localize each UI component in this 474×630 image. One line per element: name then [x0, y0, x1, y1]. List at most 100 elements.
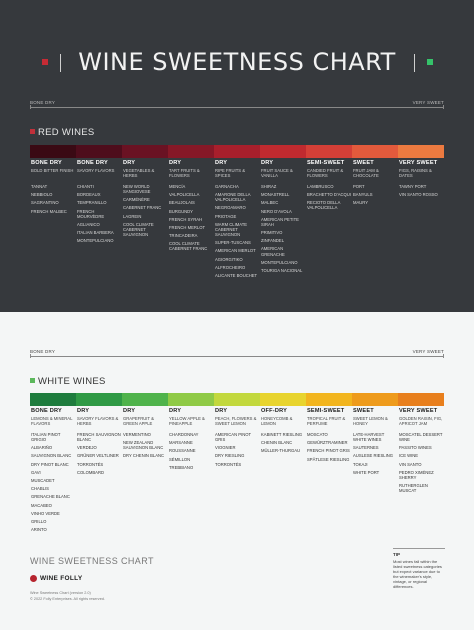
wine-list: CHIANTI BORDEAUX TEMPRANILLO FRENCH MOURVÈD…: [77, 184, 122, 243]
white-section-title: WHITE WINES: [30, 376, 106, 387]
wine-item: FRENCH MERLOT: [169, 224, 206, 230]
wine-item: CABERNET FRANC: [123, 205, 162, 211]
column-description: FRUIT JAM & CHOCOLATE: [353, 168, 379, 178]
column-description: YELLOW APPLE & PINEAPPLE: [169, 416, 205, 426]
sweetness-column: DRY RIPE FRUITS & SPICES GARNACHA AMARONE D…: [214, 160, 260, 281]
sweetness-column: DRY FRUIT SAUCE & VANILLA SHIRAZ MONASTRELL…: [260, 160, 306, 281]
tip-title: TIP: [393, 552, 401, 557]
column-description: PEACH, FLOWERS & SWEET LEMON: [215, 416, 257, 426]
wine-list: SHIRAZ MONASTRELL MALBEC NERO D'AVOLA AMERIC…: [261, 184, 306, 273]
wine-item: ROUSSANNE: [169, 448, 196, 454]
column-description: SAVORY FLAVORS & HERBS: [77, 416, 119, 426]
header-left-divider: [60, 54, 61, 72]
bar-segment: [260, 145, 306, 158]
sweetness-column: DRY VEGETABLES & HERBS NEW WORLD SANGIOVES…: [122, 160, 168, 281]
bar-segment: [122, 393, 168, 406]
wine-list: ITALIAN PINOT GRIGIO ALBARIÑO SAUVIGNON BL…: [31, 432, 76, 532]
wine-item: GARNACHA: [215, 184, 239, 189]
wine-item: TEMPRANILLO: [77, 200, 107, 206]
wine-item: COOL CLIMATE CABERNET FRANC: [169, 241, 208, 252]
wine-list: MOSCATO GEWÜRZTRAMINER FRENCH PINOT GRIS SP…: [307, 432, 352, 462]
sweetness-column: DRY GRAPEFRUIT & GREEN APPLE VERMENTINO NEW…: [122, 408, 168, 535]
wine-item: BANYULS: [353, 192, 373, 198]
scale-tick-left: [30, 105, 31, 109]
bar-segment: [122, 145, 168, 158]
column-description: SWEET LEMON & HONEY: [353, 416, 388, 426]
wine-item: AMERICAN PETITE SIRAH: [261, 216, 299, 227]
bar-segment: [76, 393, 122, 406]
red-section: WINE SWEETNESS CHART BONE DRY VERY SWEET…: [0, 0, 474, 312]
page-title: WINE SWEETNESS CHART: [78, 48, 396, 76]
wine-item: PRIMITIVO: [261, 230, 283, 236]
header-left-square-icon: [42, 59, 48, 65]
red-sweetness-scale: BONE DRY VERY SWEET: [30, 100, 444, 110]
wine-item: CHENIN BLANC: [261, 440, 293, 446]
column-name: SEMI-SWEET: [307, 408, 345, 414]
column-name: DRY: [261, 160, 274, 166]
wine-list: GARNACHA AMARONE DELLA VALPOLICELLA NEGROA…: [215, 184, 260, 278]
wine-item: CHABLIS: [31, 486, 49, 492]
wine-item: MÜLLER-THURGAU: [261, 448, 301, 454]
wine-item: MACABEO: [31, 502, 52, 508]
column-description: GRAPEFRUIT & GREEN APPLE: [123, 416, 154, 426]
wine-list: LATE-HARVEST WHITE WINES SAUTERNES AUSLESE…: [353, 432, 398, 475]
wine-item: RUTHERGLEN MUSCAT: [399, 483, 428, 494]
column-name: SWEET: [353, 408, 374, 414]
wine-item: CHARDONNAY: [169, 432, 199, 437]
sweetness-column: OFF-DRY HONEYCOMB & LEMON KABINETT RIESLIN…: [260, 408, 306, 535]
bar-segment: [306, 393, 352, 406]
sweetness-column: VERY SWEET GOLDEN RAISIN, FIG, APRICOT JA…: [398, 408, 444, 535]
wine-item: COOL CLIMATE CABERNET SAUVIGNON: [123, 221, 154, 238]
bar-segment: [30, 145, 76, 158]
white-sweetness-bar: [30, 393, 444, 406]
wine-item: NEW WORLD SANGIOVESE: [123, 184, 151, 195]
white-sweetness-scale: BONE DRY VERY SWEET: [30, 349, 444, 359]
wine-item: NEBBIOLO: [31, 192, 53, 198]
sweetness-column: VERY SWEET FIGS, RAISINS & DATES TAWNY POR…: [398, 160, 444, 281]
wine-item: BURGUNDY: [169, 208, 193, 214]
column-description: SAVORY FLAVORS: [77, 168, 115, 173]
column-description: FRUIT SAUCE & VANILLA: [261, 168, 293, 178]
wine-item: SÉMILLON: [169, 456, 191, 462]
wine-item: MARSANNE: [169, 440, 193, 446]
wine-item: SAUVIGNON BLANC: [31, 453, 72, 459]
wine-list: CHARDONNAY MARSANNE ROUSSANNE SÉMILLON TREBB…: [169, 432, 214, 470]
wine-list: MOSCATEL DESSERT WINE PASSITO WINES ICE WI…: [399, 432, 444, 493]
wine-item: AMERICAN GRENACHE: [261, 246, 285, 257]
wine-list: AMERICAN PINOT GRIS VIOGNIER DRY RIESLING T…: [215, 432, 260, 467]
wine-item: MONTEPULCIANO: [77, 238, 114, 244]
column-description: TROPICAL FRUIT & PERFUME: [307, 416, 346, 426]
wine-item: ALFROCHEIRO: [215, 264, 246, 270]
column-description: FIGS, RAISINS & DATES: [399, 168, 432, 178]
tip-text: Most wines fall within the listed sweetn…: [393, 559, 442, 589]
wine-item: LAGREIN: [123, 213, 142, 219]
wine-item: CHIANTI: [77, 184, 94, 189]
red-section-title: RED WINES: [30, 127, 95, 138]
white-columns: BONE DRY LEMONS & MINERAL FLAVORS ITALIAN …: [30, 408, 444, 535]
wine-item: BEAUJOLAIS: [169, 200, 195, 206]
wine-item: PORT: [353, 184, 365, 189]
wine-item: GRILLO: [31, 518, 47, 524]
wine-item: FRENCH MALBEC: [31, 208, 67, 214]
green-square-icon: [30, 378, 35, 383]
bar-segment: [398, 145, 444, 158]
wine-item: ARINTO: [31, 527, 47, 533]
white-section-label: WHITE WINES: [38, 376, 106, 387]
wine-list: FRENCH SAUVIGNON BLANC VERDEJO GRÜNER VELT…: [77, 432, 122, 475]
wine-item: FRENCH SAUVIGNON BLANC: [77, 432, 121, 443]
column-description: HONEYCOMB & LEMON: [261, 416, 293, 426]
wine-item: GAVI: [31, 469, 41, 475]
column-description: LEMONS & MINERAL FLAVORS: [31, 416, 73, 426]
wine-item: ALBARIÑO: [31, 445, 53, 451]
wine-item: MAURY: [353, 200, 369, 206]
wine-item: FRENCH MOURVÈDRE: [77, 208, 105, 219]
sweetness-column: BONE DRY SAVORY FLAVORS CHIANTI BORDEAUX TEM…: [76, 160, 122, 281]
column-name: VERY SWEET: [399, 160, 438, 166]
wine-item: VINHO VERDE: [31, 510, 60, 516]
wine-item: VERDEJO: [77, 445, 97, 451]
bar-segment: [168, 145, 214, 158]
wine-item: TOKAJI: [353, 461, 368, 467]
wine-item: MONASTRELL: [261, 192, 290, 198]
wine-list: LAMBRUSCO BRACHETTO D'ACQUI RECIOTO DELLA …: [307, 184, 352, 211]
wine-list: KABINETT RIESLING CHENIN BLANC MÜLLER-THUR…: [261, 432, 306, 453]
